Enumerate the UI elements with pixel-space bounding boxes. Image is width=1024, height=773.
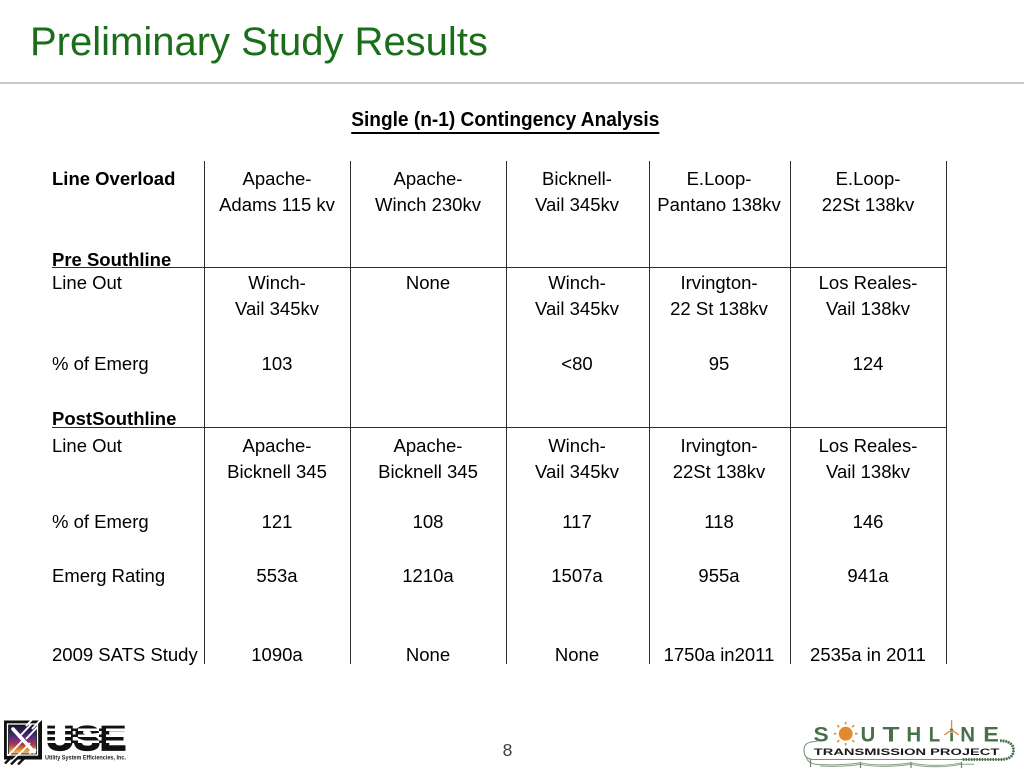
svg-text:Utility System Efficiencies, I: Utility System Efficiencies, Inc. xyxy=(45,755,126,762)
svg-text:U: U xyxy=(861,722,876,746)
svg-text:S: S xyxy=(814,722,829,746)
svg-text:H: H xyxy=(906,722,921,746)
svg-text:USE: USE xyxy=(46,720,126,758)
svg-text:T: T xyxy=(883,722,900,746)
svg-text:TRANSMISSION PROJECT: TRANSMISSION PROJECT xyxy=(814,746,1000,757)
svg-text:E: E xyxy=(983,722,999,746)
svg-text:L: L xyxy=(929,722,940,746)
svg-text:N: N xyxy=(960,722,975,746)
